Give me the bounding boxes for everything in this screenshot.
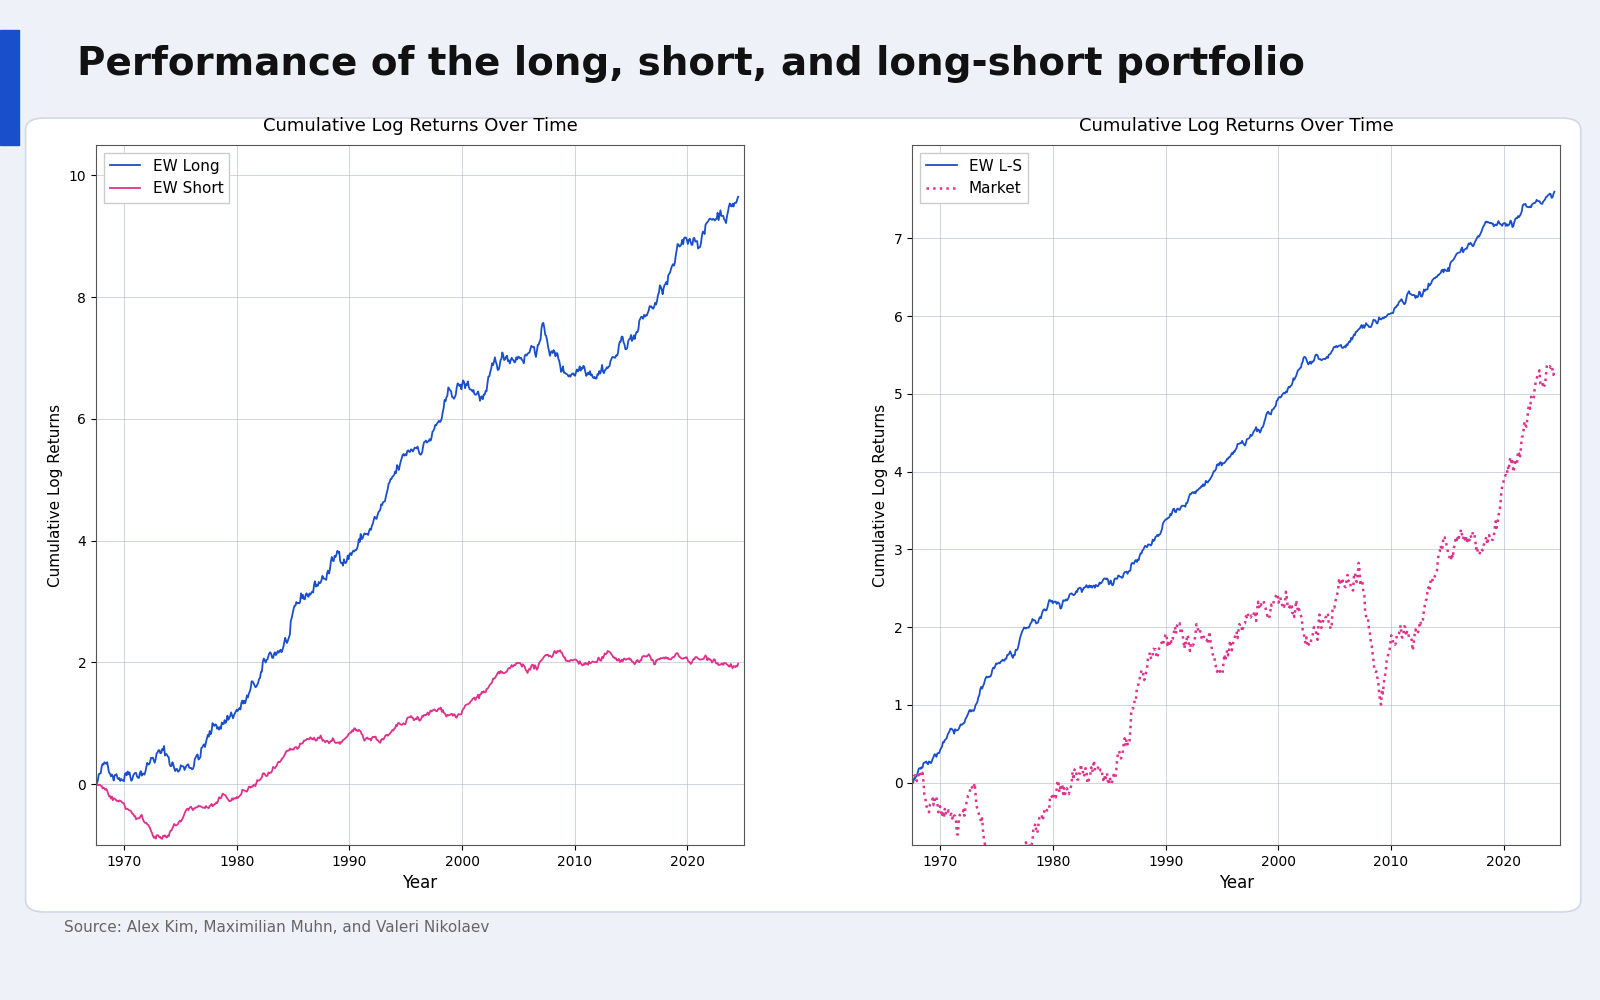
Market xyxy=(1346,574,1365,586)
EW L-S xyxy=(1544,186,1563,198)
EW L-S xyxy=(966,699,986,711)
Market xyxy=(987,889,1006,901)
EW Short xyxy=(539,649,558,661)
X-axis label: Year: Year xyxy=(1219,874,1254,892)
Line: EW Short: EW Short xyxy=(96,650,738,839)
Y-axis label: Cumulative Log Returns: Cumulative Log Returns xyxy=(874,403,888,587)
Market xyxy=(1032,810,1051,822)
Market xyxy=(1074,771,1093,783)
Text: Performance of the long, short, and long-short portfolio: Performance of the long, short, and long… xyxy=(77,45,1304,83)
EW L-S xyxy=(1074,582,1093,594)
EW L-S xyxy=(1355,322,1374,334)
EW Short xyxy=(258,770,277,782)
Line: Market: Market xyxy=(912,365,1554,895)
EW Short xyxy=(214,789,234,801)
EW Short xyxy=(728,658,747,670)
Title: Cumulative Log Returns Over Time: Cumulative Log Returns Over Time xyxy=(262,117,578,135)
EW Long xyxy=(149,744,168,756)
EW L-S xyxy=(902,777,922,789)
EW Long xyxy=(86,778,106,790)
Market xyxy=(1538,359,1557,371)
EW Short xyxy=(152,833,171,845)
EW Short xyxy=(550,644,570,656)
EW L-S xyxy=(1216,456,1235,468)
EW Long xyxy=(214,718,234,730)
Line: EW L-S: EW L-S xyxy=(912,192,1554,783)
Market xyxy=(965,777,984,789)
Legend: EW Long, EW Short: EW Long, EW Short xyxy=(104,153,229,202)
Legend: EW L-S, Market: EW L-S, Market xyxy=(920,153,1027,202)
Market xyxy=(1216,655,1235,667)
EW Long xyxy=(538,334,557,346)
EW Short xyxy=(86,778,106,790)
EW Short xyxy=(530,656,549,668)
EW L-S xyxy=(1032,612,1051,624)
Line: EW Long: EW Long xyxy=(96,197,738,784)
Market xyxy=(1544,365,1563,377)
X-axis label: Year: Year xyxy=(402,874,437,892)
EW L-S xyxy=(904,777,923,789)
Y-axis label: Cumulative Log Returns: Cumulative Log Returns xyxy=(48,403,62,587)
EW Long xyxy=(728,191,747,203)
EW Long xyxy=(398,444,418,456)
EW Long xyxy=(530,339,549,351)
EW Long xyxy=(258,654,277,666)
Market xyxy=(902,777,922,789)
Title: Cumulative Log Returns Over Time: Cumulative Log Returns Over Time xyxy=(1078,117,1394,135)
EW L-S xyxy=(1346,326,1365,338)
Market xyxy=(1355,587,1374,599)
EW Short xyxy=(149,830,168,842)
EW Short xyxy=(400,711,419,723)
Text: Source: Alex Kim, Maximilian Muhn, and Valeri Nikolaev: Source: Alex Kim, Maximilian Muhn, and V… xyxy=(64,920,490,935)
